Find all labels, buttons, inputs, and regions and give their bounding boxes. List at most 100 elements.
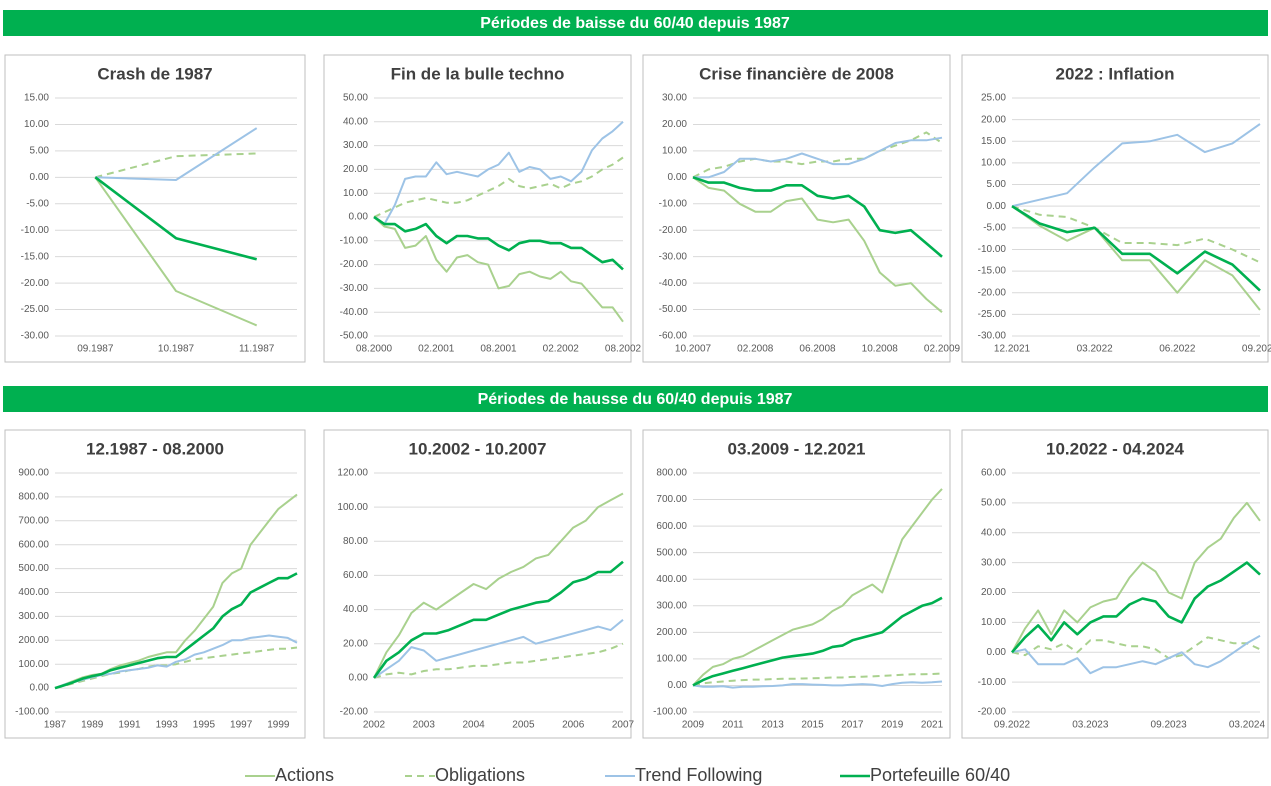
y-tick-label: 40.00 <box>343 116 368 127</box>
series-line <box>692 488 943 687</box>
series-line <box>692 680 943 689</box>
y-tick-label: 700.00 <box>656 494 687 505</box>
x-tick-label: 10.1987 <box>158 344 195 355</box>
legend-label: Actions <box>275 765 334 785</box>
series-line <box>1011 205 1261 311</box>
x-tick-label: 1989 <box>81 720 104 731</box>
x-tick-label: 08.2002 <box>605 344 642 355</box>
x-tick-label: 1999 <box>267 720 290 731</box>
y-tick-label: 25.00 <box>981 93 1006 104</box>
x-tick-label: 02.2009 <box>924 344 961 355</box>
x-tick-label: 09.2023 <box>1151 720 1188 731</box>
series-line <box>94 176 258 327</box>
series-line <box>94 176 258 261</box>
legend-label: Portefeuille 60/40 <box>870 765 1010 785</box>
x-tick-label: 2021 <box>921 720 944 731</box>
series-line <box>95 127 258 181</box>
y-tick-label: 40.00 <box>981 527 1006 538</box>
y-tick-label: -30.00 <box>21 331 50 342</box>
chart-title: Crash de 1987 <box>97 64 212 83</box>
y-tick-label: 15.00 <box>981 136 1006 147</box>
x-tick-label: 09.1987 <box>77 344 114 355</box>
panel <box>4 429 306 739</box>
y-tick-label: 20.00 <box>981 587 1006 598</box>
x-tick-label: 2005 <box>512 720 535 731</box>
chart-title: 10.2002 - 10.2007 <box>408 439 546 458</box>
series-line <box>54 646 298 690</box>
series-line <box>373 156 624 218</box>
chart-title: Crise financière de 2008 <box>699 64 894 83</box>
panel <box>961 54 1269 363</box>
y-tick-label: 0.00 <box>987 201 1007 212</box>
y-tick-label: 0.00 <box>349 672 369 683</box>
series-line <box>693 136 943 179</box>
x-tick-label: 2013 <box>762 720 785 731</box>
y-tick-label: 200.00 <box>18 635 49 646</box>
y-tick-label: -10.00 <box>978 244 1007 255</box>
y-tick-label: -50.00 <box>659 304 688 315</box>
series-line <box>373 216 624 323</box>
y-tick-label: -10.00 <box>978 677 1007 688</box>
x-tick-label: 1991 <box>118 720 141 731</box>
y-tick-label: 20.00 <box>662 119 687 130</box>
y-tick-label: -20.00 <box>340 259 369 270</box>
y-tick-label: 700.00 <box>18 515 49 526</box>
panel <box>642 429 951 739</box>
series-line <box>692 672 943 687</box>
y-tick-label: 0.00 <box>987 647 1007 658</box>
y-tick-label: -20.00 <box>978 287 1007 298</box>
x-tick-label: 2019 <box>881 720 904 731</box>
x-tick-label: 02.2002 <box>543 344 580 355</box>
y-tick-label: 10.00 <box>662 146 687 157</box>
y-tick-label: 500.00 <box>656 547 687 558</box>
y-tick-label: 120.00 <box>337 468 368 479</box>
y-tick-label: 0.00 <box>668 680 688 691</box>
y-tick-label: 0.00 <box>349 212 369 223</box>
x-tick-label: 2003 <box>413 720 436 731</box>
y-tick-label: 100.00 <box>18 659 49 670</box>
y-tick-label: 80.00 <box>343 536 368 547</box>
y-tick-label: 30.00 <box>981 557 1006 568</box>
x-tick-label: 2004 <box>462 720 485 731</box>
x-tick-label: 1995 <box>193 720 216 731</box>
y-tick-label: 0.00 <box>30 172 50 183</box>
y-tick-label: -100.00 <box>15 707 49 718</box>
y-tick-label: 10.00 <box>24 119 49 130</box>
banner <box>3 386 1268 412</box>
series-line <box>373 642 624 679</box>
banner-title: Périodes de baisse du 60/40 depuis 1987 <box>480 15 790 32</box>
panel <box>642 54 951 363</box>
x-tick-label: 09.2022 <box>994 720 1031 731</box>
y-tick-label: -40.00 <box>340 307 369 318</box>
x-tick-label: 06.2022 <box>1159 344 1196 355</box>
y-tick-label: 100.00 <box>337 502 368 513</box>
chart-title: 03.2009 - 12.2021 <box>727 439 865 458</box>
legend-label: Obligations <box>435 765 525 785</box>
series-line <box>1011 205 1261 264</box>
y-tick-label: 800.00 <box>18 492 49 503</box>
y-tick-label: 600.00 <box>18 539 49 550</box>
x-tick-label: 1993 <box>156 720 179 731</box>
x-tick-label: 2015 <box>801 720 824 731</box>
y-tick-label: -40.00 <box>659 278 688 289</box>
panel <box>323 54 632 363</box>
y-tick-label: -20.00 <box>21 278 50 289</box>
y-tick-label: 800.00 <box>656 468 687 479</box>
y-tick-label: 0.00 <box>30 683 50 694</box>
series-line <box>373 121 624 226</box>
y-tick-label: 5.00 <box>30 146 50 157</box>
panel <box>4 54 306 363</box>
y-tick-label: -60.00 <box>659 331 688 342</box>
panel <box>323 429 632 739</box>
y-tick-label: 50.00 <box>981 498 1006 509</box>
series-line <box>373 619 624 679</box>
chart-title: Fin de la bulle techno <box>391 64 565 83</box>
y-tick-label: 500.00 <box>18 563 49 574</box>
series-line <box>54 572 298 690</box>
y-tick-label: 50.00 <box>343 93 368 104</box>
series-line <box>1011 634 1261 675</box>
y-tick-label: 100.00 <box>656 654 687 665</box>
series-line <box>372 560 624 679</box>
y-tick-label: 20.00 <box>981 114 1006 125</box>
y-tick-label: 60.00 <box>981 468 1006 479</box>
